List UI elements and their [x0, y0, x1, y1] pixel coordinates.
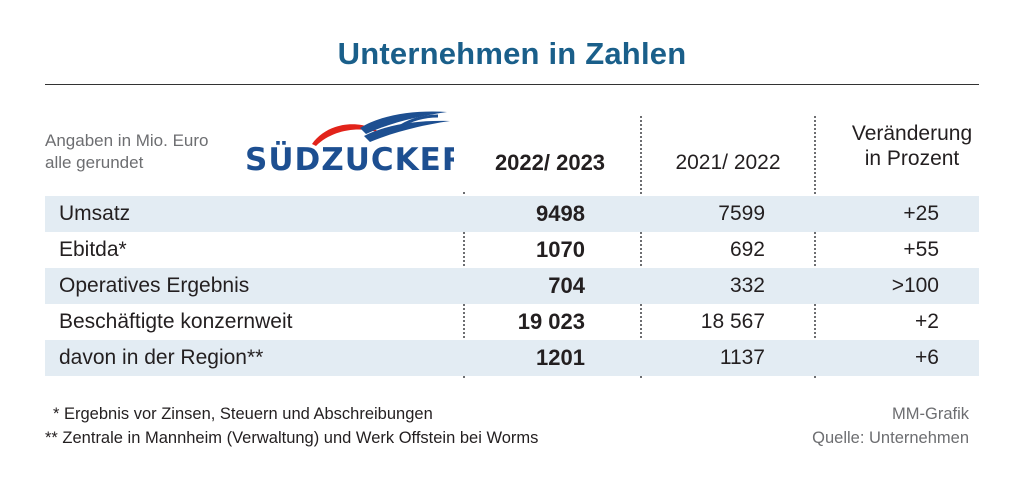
suedzucker-logo: SÜDZUCKER [242, 108, 454, 180]
svg-text:SÜDZUCKER: SÜDZUCKER [245, 141, 454, 178]
table-row-operatives-ergebnis: Operatives Ergebnis 704 332 >100 [45, 268, 979, 304]
row-label: Ebitda* [59, 238, 127, 261]
column-header-change-line2: in Prozent [864, 147, 960, 170]
column-header-current: 2022/ 2023 [494, 150, 606, 175]
footnote-ebitda: * Ergebnis vor Zinsen, Steuern und Absch… [53, 405, 433, 423]
value-change: +2 [915, 310, 939, 333]
value-current: 1201 [536, 345, 585, 370]
units-note: Angaben in Mio. Euro alle gerundet [45, 130, 209, 174]
source-credit: Quelle: Unternehmen [812, 429, 969, 447]
units-note-line2: alle gerundet [45, 153, 144, 172]
graphic-credit: MM-Grafik [892, 405, 969, 423]
column-header-change: Veränderung in Prozent [822, 121, 1002, 171]
table-row-umsatz: Umsatz 9498 7599 +25 [45, 196, 979, 232]
value-previous: 7599 [718, 202, 765, 225]
value-current: 1070 [536, 237, 585, 262]
data-table: Umsatz 9498 7599 +25 Ebitda* 1070 692 +5… [45, 196, 979, 376]
table-row-beschaeftigte: Beschäftigte konzernweit 19 023 18 567 +… [45, 304, 979, 340]
units-note-line1: Angaben in Mio. Euro [45, 131, 209, 150]
column-divider-3 [814, 116, 816, 378]
value-change: +6 [915, 346, 939, 369]
value-change: +25 [903, 202, 939, 225]
value-current: 704 [548, 273, 585, 298]
row-label: davon in der Region** [59, 346, 264, 369]
value-previous: 332 [729, 274, 765, 297]
value-previous: 692 [729, 238, 765, 261]
suedzucker-logo-image: SÜDZUCKER [245, 111, 454, 178]
column-header-change-line1: Veränderung [851, 122, 973, 145]
row-label: Umsatz [59, 202, 131, 225]
value-previous: 18 567 [700, 310, 765, 333]
row-label: Operatives Ergebnis [59, 274, 250, 297]
row-label: Beschäftigte konzernweit [59, 310, 293, 333]
title-divider [45, 84, 979, 85]
table-row-region: davon in der Region** 1201 1137 +6 [45, 340, 979, 376]
column-divider-2 [640, 116, 642, 378]
column-header-previous: 2021/ 2022 [675, 151, 781, 174]
table-row-ebitda: Ebitda* 1070 692 +55 [45, 232, 979, 268]
value-previous: 1137 [719, 346, 765, 369]
value-change: +55 [903, 238, 939, 261]
page-title: Unternehmen in Zahlen [337, 36, 687, 71]
value-change: >100 [891, 274, 939, 297]
value-current: 19 023 [517, 309, 585, 334]
footnote-region: ** Zentrale in Mannheim (Verwaltung) und… [45, 429, 539, 447]
value-current: 9498 [536, 201, 585, 226]
